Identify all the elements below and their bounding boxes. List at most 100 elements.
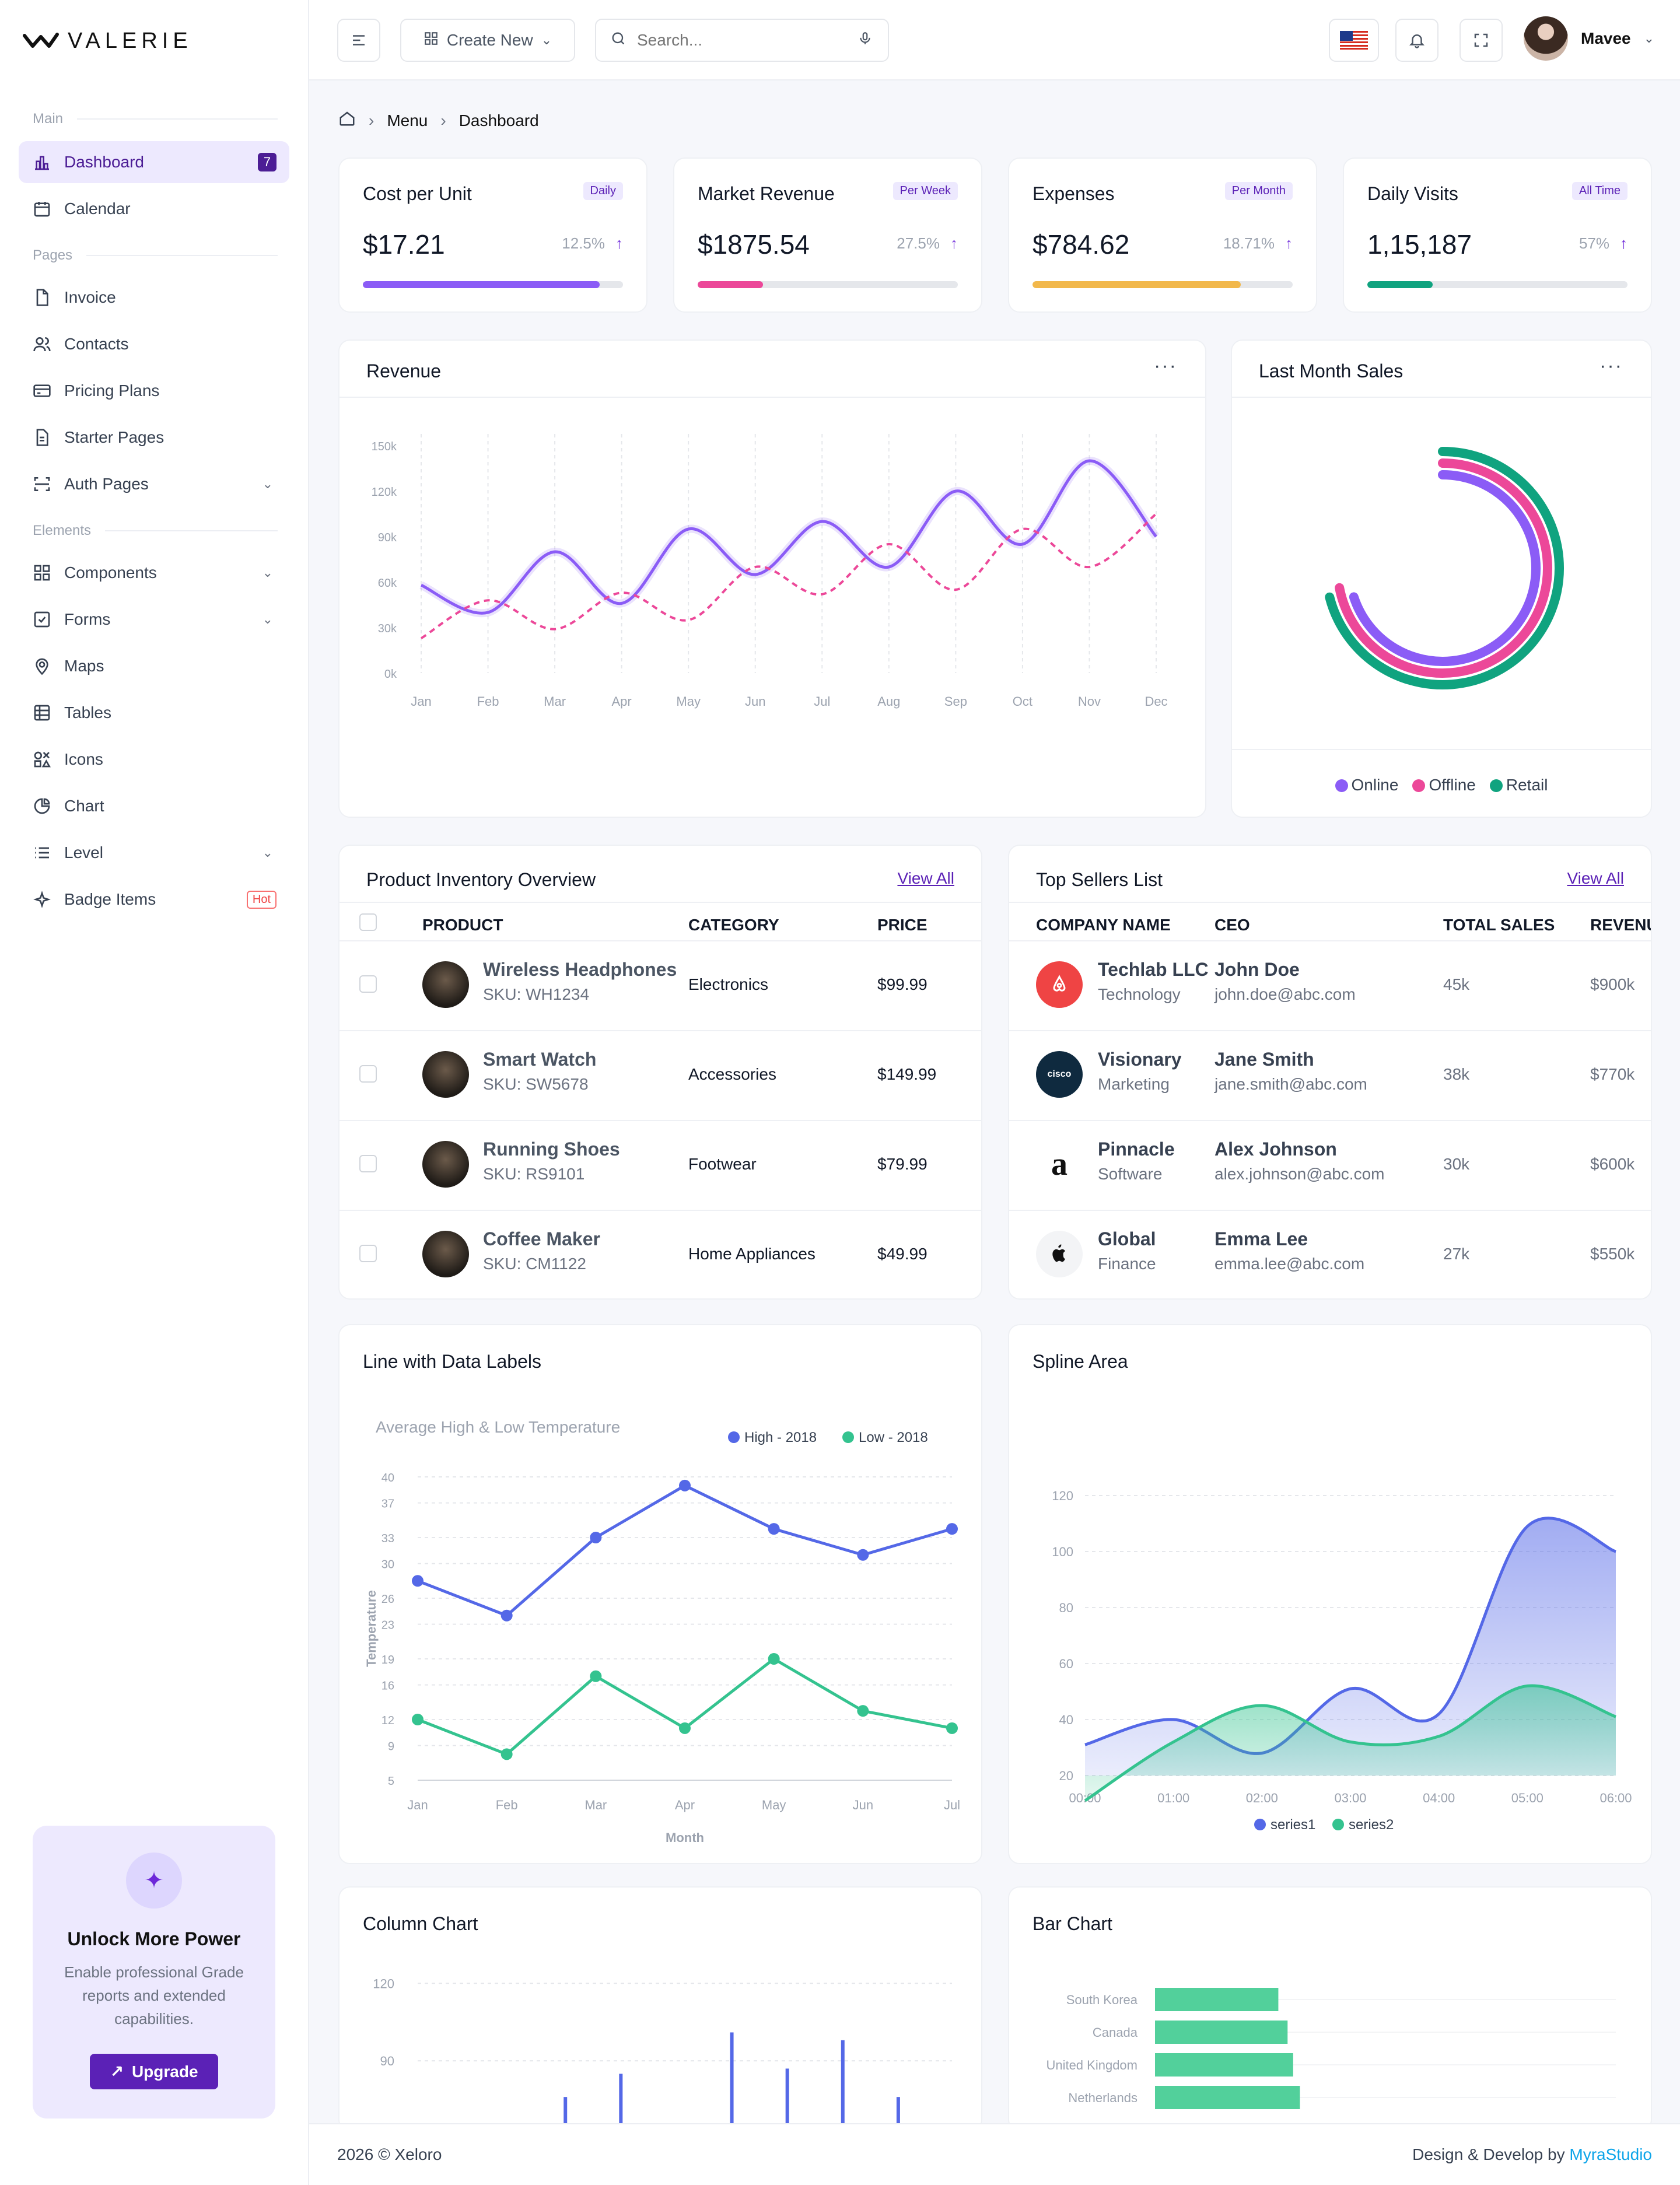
row-checkbox[interactable] (359, 1155, 377, 1172)
legend-retail[interactable]: Retail (1489, 776, 1548, 794)
legend-marker (728, 1431, 740, 1443)
stat-period-badge: All Time (1572, 182, 1628, 200)
language-selector[interactable] (1329, 19, 1379, 62)
hot-badge: Hot (246, 890, 276, 909)
view-all-link[interactable]: View All (897, 869, 954, 887)
company-name[interactable]: Pinnacle (1098, 1139, 1175, 1160)
ceo-email[interactable]: jane.smith@abc.com (1214, 1075, 1367, 1093)
product-image (422, 1051, 469, 1098)
row-checkbox[interactable] (359, 1065, 377, 1083)
product-image (422, 961, 469, 1008)
x-axis-title: Month (666, 1830, 704, 1845)
table-row[interactable]: Wireless Headphones SKU: WH1234 Electroni… (340, 940, 981, 1030)
chevron-down-icon: ⌄ (1643, 31, 1655, 45)
breadcrumb-menu[interactable]: Menu (387, 111, 428, 129)
sidebar-item-contacts[interactable]: Contacts (19, 323, 289, 365)
microphone-icon[interactable] (858, 31, 873, 50)
product-name[interactable]: Smart Watch (483, 1049, 597, 1070)
x-tick-label: Jan (411, 694, 431, 709)
table-row[interactable]: a Pinnacle Software Alex Johnson alex.john… (1009, 1120, 1651, 1210)
sidebar-item-chart[interactable]: Chart (19, 785, 289, 827)
sidebar-item-icons[interactable]: Icons (19, 738, 289, 780)
menu-toggle-button[interactable] (337, 19, 380, 62)
file-icon (32, 287, 52, 308)
stat-value: $17.21 (363, 229, 445, 260)
sidebar-item-level[interactable]: Level ⌄ (19, 832, 289, 874)
company-name[interactable]: Visionary (1098, 1049, 1182, 1070)
sidebar-item-invoice[interactable]: Invoice (19, 276, 289, 318)
product-name[interactable]: Wireless Headphones (483, 959, 677, 980)
row-checkbox[interactable] (359, 1245, 377, 1262)
myrastudio-link[interactable]: MyraStudio (1569, 2145, 1652, 2163)
ceo-email[interactable]: emma.lee@abc.com (1214, 1255, 1365, 1273)
table-row[interactable]: Techlab LLC Technology John Doe john.doe@a… (1009, 940, 1651, 1030)
sidebar-item-pricing-plans[interactable]: Pricing Plans (19, 370, 289, 412)
view-all-link[interactable]: View All (1567, 869, 1624, 887)
brand-logo[interactable]: VALERIE (22, 23, 192, 58)
sidebar-item-components[interactable]: Components ⌄ (19, 552, 289, 594)
product-sku: SKU: WH1234 (483, 985, 590, 1003)
column-header: CEO (1214, 916, 1250, 934)
stat-value: $1875.54 (698, 229, 810, 260)
x-tick-label: 03:00 (1334, 1791, 1366, 1805)
y-tick-label: 90k (378, 531, 397, 544)
create-new-dropdown[interactable]: Create New ⌄ (400, 19, 575, 62)
table-row[interactable]: Smart Watch SKU: SW5678 Accessories $149.… (340, 1030, 981, 1120)
stat-value: $784.62 (1032, 229, 1130, 260)
user-menu[interactable]: Mavee ⌄ (1524, 16, 1654, 61)
company-name[interactable]: Techlab LLC (1098, 959, 1209, 980)
sidebar-item-tables[interactable]: Tables (19, 692, 289, 734)
sidebar-item-calendar[interactable]: Calendar (19, 188, 289, 230)
y-tick-label: 30k (378, 622, 397, 635)
search-box[interactable] (595, 19, 889, 62)
column-header: TOTAL SALES (1443, 916, 1555, 934)
ceo-email[interactable]: john.doe@abc.com (1214, 985, 1356, 1003)
company-name[interactable]: Global (1098, 1228, 1156, 1249)
card-title: Top Sellers List (1036, 869, 1163, 890)
sidebar-item-auth-pages[interactable]: Auth Pages ⌄ (19, 463, 289, 505)
table-row[interactable]: Running Shoes SKU: RS9101 Footwear $79.99 (340, 1120, 981, 1210)
column-header: REVENUE (1590, 916, 1651, 934)
data-point (590, 1670, 602, 1682)
sidebar-item-label: Maps (64, 657, 104, 675)
y-tick-label: 19 (382, 1654, 394, 1666)
fullscreen-button[interactable] (1460, 19, 1503, 62)
sidebar-item-starter-pages[interactable]: Starter Pages (19, 416, 289, 458)
product-name[interactable]: Coffee Maker (483, 1228, 600, 1249)
stat-period-badge: Per Week (892, 182, 958, 200)
data-point (946, 1523, 958, 1535)
legend-label: High - 2018 (744, 1430, 817, 1445)
sidebar-item-forms[interactable]: Forms ⌄ (19, 598, 289, 640)
column-bar (841, 2040, 845, 2130)
product-name[interactable]: Running Shoes (483, 1139, 620, 1160)
line-data-labels-card: Line with Data Labels Average High & Low… (338, 1324, 982, 1864)
stat-name: Expenses (1032, 183, 1115, 204)
select-all-checkbox[interactable] (359, 913, 377, 931)
sidebar-item-dashboard[interactable]: Dashboard 7 (19, 141, 289, 183)
x-tick-label: 02:00 (1246, 1791, 1278, 1805)
sidebar-item-badge-items[interactable]: Badge Items Hot (19, 878, 289, 920)
sidebar-item-maps[interactable]: Maps (19, 645, 289, 687)
search-input[interactable] (637, 31, 847, 50)
x-tick-label: Jan (407, 1798, 428, 1812)
users-icon (32, 334, 52, 355)
legend-online[interactable]: Online (1335, 776, 1398, 794)
table-row[interactable]: Coffee Maker SKU: CM1122 Home Appliances … (340, 1210, 981, 1300)
stat-change: 27.5% ↑ (897, 234, 958, 253)
more-options-icon[interactable]: ··· (1154, 355, 1177, 377)
row-checkbox[interactable] (359, 975, 377, 993)
upgrade-button[interactable]: ↗ Upgrade (90, 2054, 218, 2089)
ceo-email[interactable]: alex.johnson@abc.com (1214, 1165, 1385, 1183)
notifications-button[interactable] (1395, 19, 1438, 62)
product-info: Smart Watch SKU: SW5678 (483, 1049, 596, 1094)
company-sector: Finance (1098, 1255, 1156, 1273)
scan-icon (32, 474, 52, 495)
avatar (1524, 16, 1568, 61)
home-icon[interactable] (338, 110, 356, 131)
table-row[interactable]: cisco Visionary Marketing Jane Smith jane.… (1009, 1030, 1651, 1120)
more-options-icon[interactable]: ··· (1600, 355, 1623, 377)
horizontal-bar (1155, 2086, 1300, 2109)
table-row[interactable]: Global Finance Emma Lee emma.lee@abc.com 2… (1009, 1210, 1651, 1298)
legend-offline[interactable]: Offline (1412, 776, 1476, 794)
